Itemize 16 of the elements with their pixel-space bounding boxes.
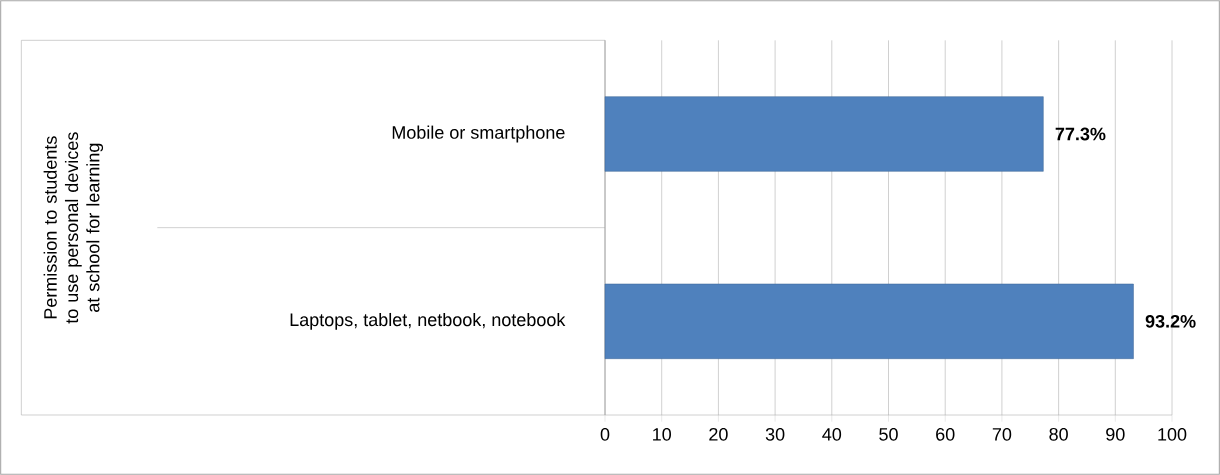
x-tick-label: 0	[600, 427, 610, 441]
x-tick-label: 80	[1049, 427, 1068, 441]
data-label: 93.2%	[1145, 314, 1196, 328]
x-tick-label: 20	[709, 427, 728, 441]
x-tick-label: 90	[1106, 427, 1125, 441]
x-tick-label: 60	[936, 427, 955, 441]
x-tick-label: 40	[822, 427, 842, 441]
x-tick-label: 30	[765, 427, 785, 441]
data-label: 77.3%	[1055, 127, 1106, 141]
y-tick-label: Laptops, tablet, netbook, notebook	[290, 312, 566, 330]
text: Permission to students to use personal devices at school for learning	[43, 132, 104, 324]
x-tick-label: 50	[879, 427, 898, 441]
x-tick-label: 100	[1158, 427, 1187, 441]
x-tick-label: 70	[992, 427, 1012, 441]
y-tick-label: Mobile or smartphone	[392, 125, 565, 143]
x-tick-label: 10	[653, 427, 672, 441]
